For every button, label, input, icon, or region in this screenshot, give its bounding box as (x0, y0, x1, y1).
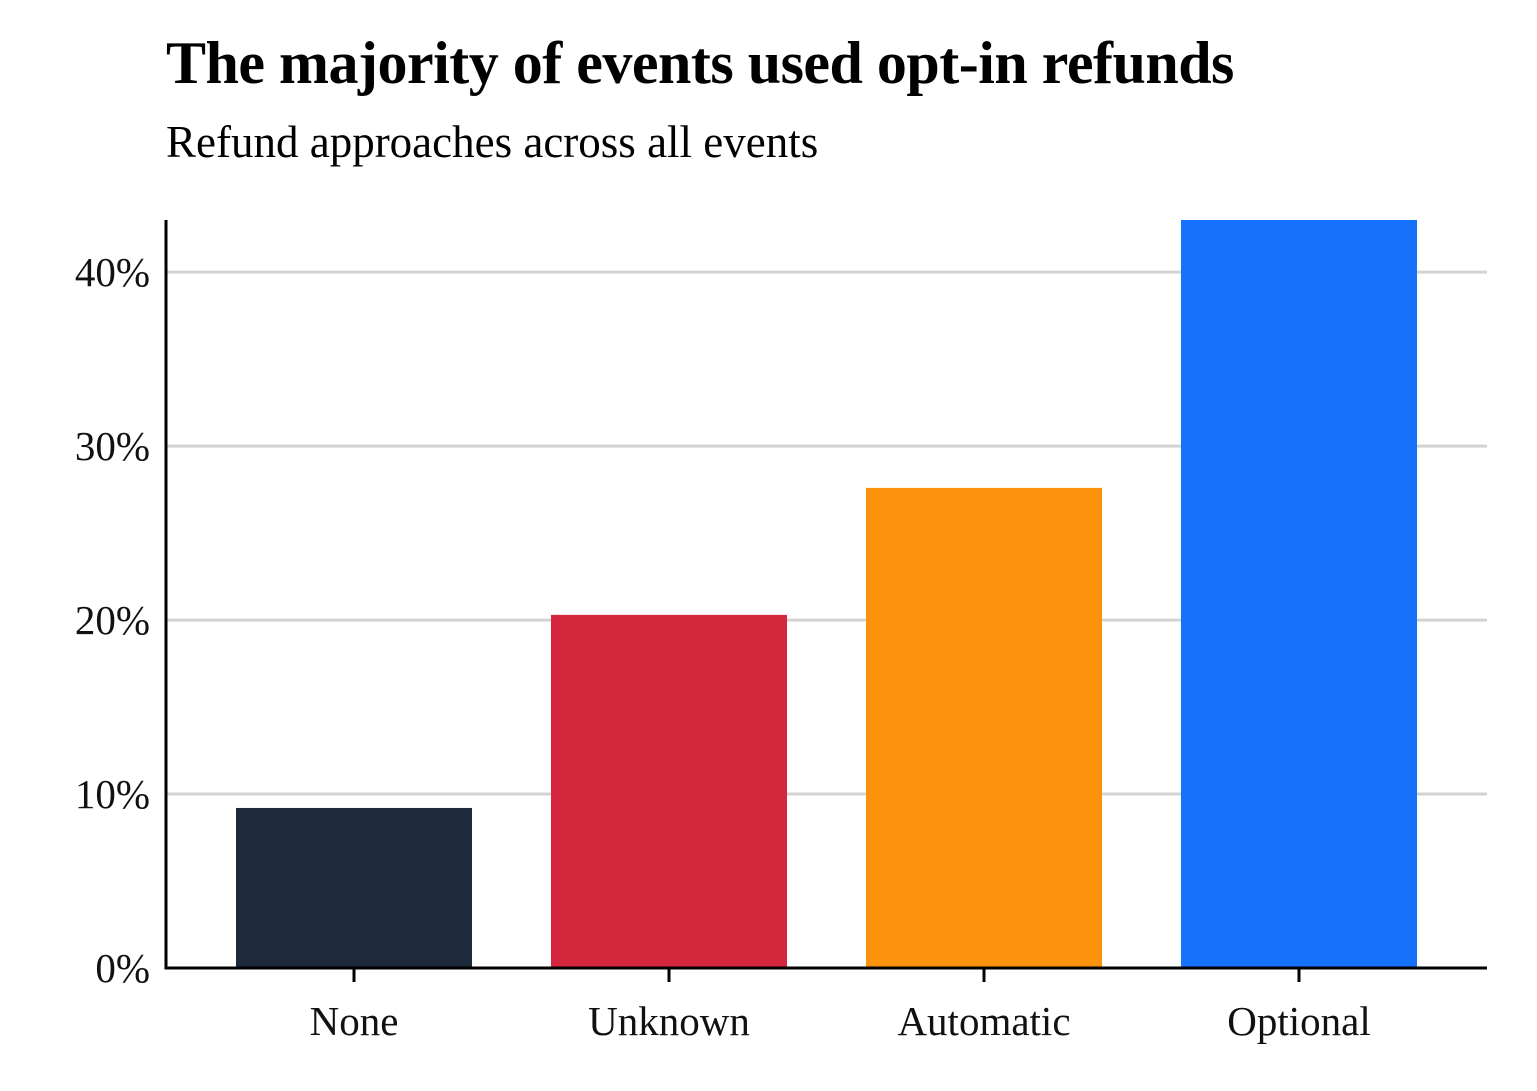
y-tick-label: 0% (95, 945, 150, 991)
bar-optional (1181, 220, 1417, 968)
y-tick-label: 20% (75, 597, 150, 643)
x-tick-label: Unknown (588, 998, 750, 1044)
y-tick-label: 40% (75, 249, 150, 295)
bar-none (236, 807, 472, 968)
y-tick-label: 30% (75, 423, 150, 469)
x-tick-label: None (310, 998, 399, 1044)
chart-subtitle: Refund approaches across all events (166, 117, 819, 167)
bar-automatic (866, 487, 1102, 968)
x-tick-label: Optional (1227, 998, 1370, 1044)
bar-unknown (551, 614, 787, 968)
y-tick-label: 10% (75, 771, 150, 817)
bars (236, 220, 1417, 968)
x-axis: None Unknown Automatic Optional (164, 966, 1487, 1044)
chart-title: The majority of events used opt-in refun… (166, 30, 1234, 96)
y-axis: 0% 10% 20% 30% 40% (75, 220, 168, 991)
x-tick-label: Automatic (897, 998, 1070, 1044)
